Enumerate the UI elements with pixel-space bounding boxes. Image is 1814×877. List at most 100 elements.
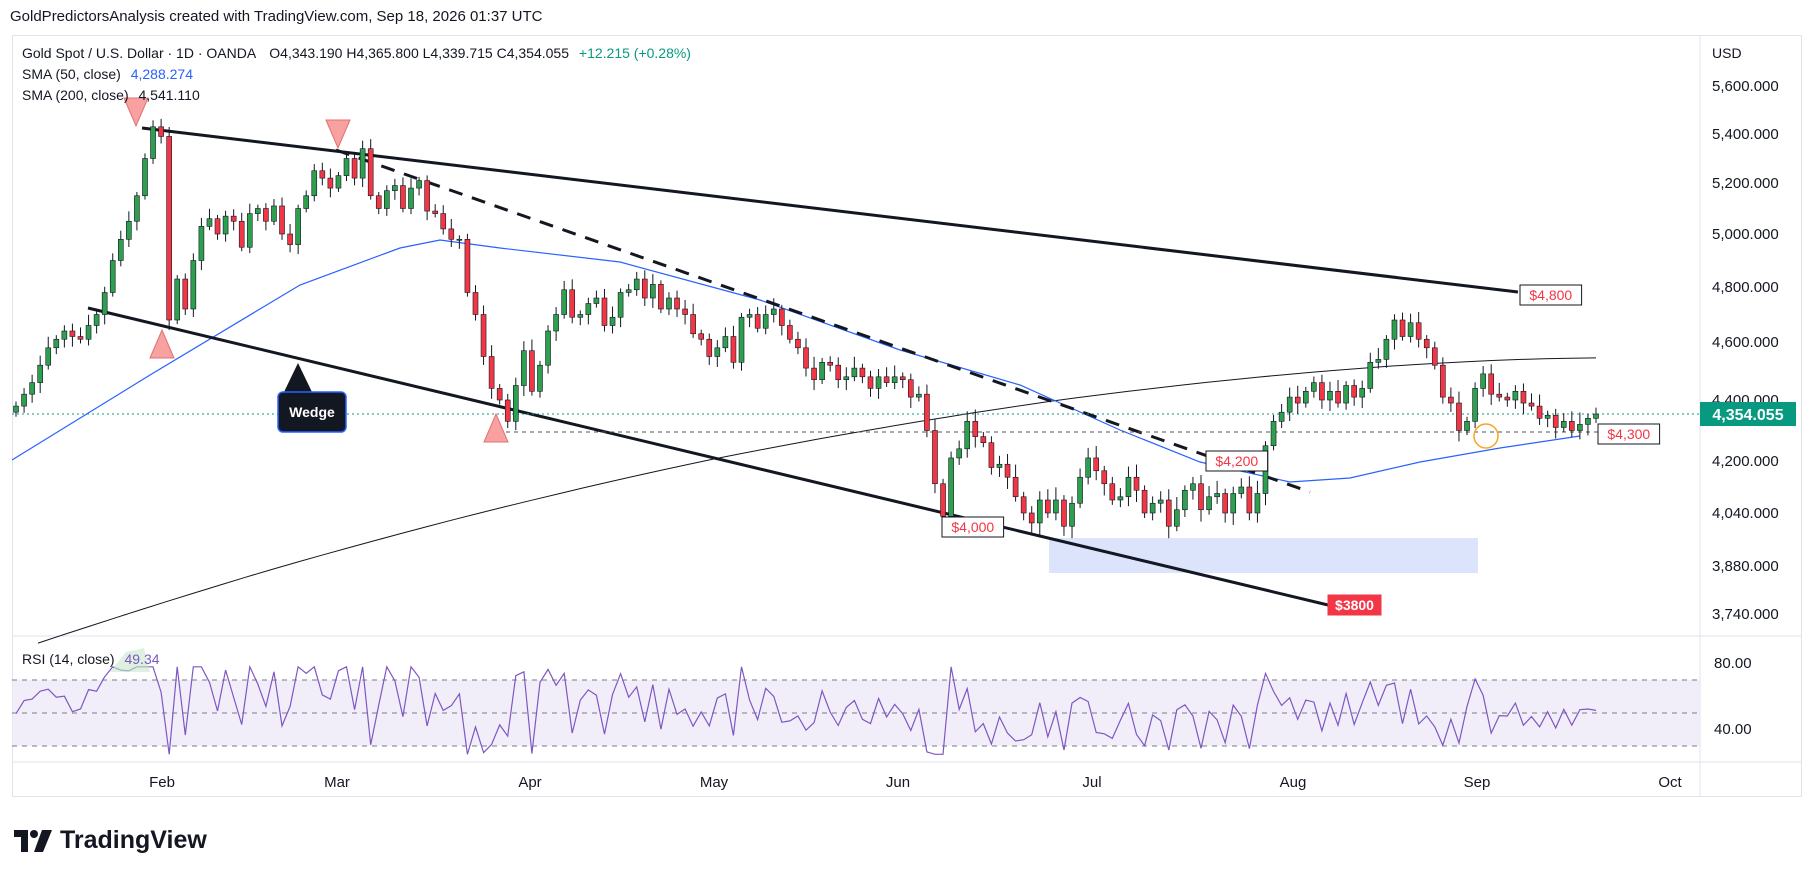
time-tick-label: Sep <box>1464 774 1491 791</box>
candle-body <box>972 421 979 437</box>
candle-body <box>271 205 277 222</box>
candle-body <box>1343 385 1349 404</box>
rsi-label: RSI (14, close) <box>22 651 115 667</box>
candle-body <box>287 233 293 245</box>
candle-body <box>1415 322 1422 340</box>
time-tick-label: Mar <box>324 774 350 791</box>
time-tick-label: Jun <box>886 774 910 791</box>
candle-body <box>158 126 164 137</box>
candle-body <box>593 297 600 304</box>
tradingview-logo[interactable]: TradingView <box>14 826 207 855</box>
candle-body <box>1472 388 1478 422</box>
candle-body <box>1077 476 1083 504</box>
candle-body <box>601 297 608 326</box>
candle-body <box>214 218 221 235</box>
annotation-3800 <box>1327 594 1382 616</box>
sma200-legend[interactable]: SMA (200, close) 4,541.110 <box>22 87 200 103</box>
candle-body <box>464 239 471 293</box>
candle-body <box>150 126 156 159</box>
candle-body <box>295 208 301 245</box>
candle-body <box>142 158 148 197</box>
candle-body <box>1157 499 1164 504</box>
sma50-label: SMA (50, close) <box>22 66 121 82</box>
candle-body <box>803 347 809 369</box>
candle-body <box>351 158 358 179</box>
trough-marker <box>149 328 175 359</box>
candle-body <box>770 308 777 315</box>
candle-body <box>1117 496 1124 501</box>
sma50-legend[interactable]: SMA (50, close) 4,288.274 <box>22 66 193 82</box>
candle-body <box>1246 486 1253 514</box>
price-tick-label: 4,200.000 <box>1712 453 1779 470</box>
candle-body <box>1174 509 1180 527</box>
candle-body <box>658 284 664 310</box>
dashed-trendline <box>335 148 1311 494</box>
candle-body <box>1101 470 1108 485</box>
candle-body <box>666 297 672 310</box>
trough-marker <box>483 412 509 443</box>
peak-marker <box>123 97 149 128</box>
candle-body <box>101 292 108 315</box>
candle-body <box>1182 489 1188 511</box>
candle-body <box>230 215 237 222</box>
wedge-callout-pointer <box>284 363 312 392</box>
tradingview-logo-icon <box>14 829 52 852</box>
candle-body <box>1004 463 1011 478</box>
sma200-value: 4,541.110 <box>138 87 200 103</box>
candle-body <box>279 205 285 235</box>
candle-body <box>980 436 987 444</box>
candle-body <box>730 336 737 363</box>
candle-body <box>367 148 374 197</box>
chart-attribution: GoldPredictorsAnalysis created with Trad… <box>10 8 543 25</box>
candle-body <box>1198 483 1204 511</box>
candle-body <box>1528 402 1535 407</box>
candle-body <box>1544 414 1551 419</box>
candle-body <box>1593 413 1599 419</box>
candle-body <box>1294 396 1301 404</box>
candle-body <box>1552 414 1559 428</box>
candle-body <box>585 303 592 315</box>
candle-body <box>1125 476 1132 498</box>
candle-body <box>1302 390 1309 404</box>
candle-body <box>1270 421 1277 447</box>
candle-body <box>891 376 898 383</box>
candle-body <box>1464 421 1470 431</box>
rsi-legend[interactable]: RSI (14, close) 49.34 <box>22 651 160 667</box>
currency-label[interactable]: USD <box>1712 45 1742 61</box>
candle-body <box>343 158 350 176</box>
candle-body <box>625 289 632 293</box>
candle-body <box>617 292 624 318</box>
candle-body <box>416 180 422 189</box>
price-tick-label: 5,600.000 <box>1712 78 1779 95</box>
candle-body <box>480 314 487 357</box>
candle-body <box>246 213 253 248</box>
candle-body <box>674 297 680 310</box>
candle-body <box>1327 390 1333 401</box>
candle-body <box>924 393 930 431</box>
candle-body <box>424 180 430 212</box>
candle-body <box>1141 489 1148 514</box>
candle-body <box>311 170 318 197</box>
candle-body <box>238 220 245 248</box>
candle-body <box>682 308 688 315</box>
symbol-legend[interactable]: Gold Spot / U.S. Dollar · 1D · OANDA O4,… <box>22 45 691 61</box>
candle-body <box>61 330 68 340</box>
candle-body <box>472 292 479 315</box>
support-zone <box>1049 538 1478 573</box>
price-tick-label: 4,800.000 <box>1712 279 1779 296</box>
time-tick-label: May <box>700 774 729 791</box>
candle-body <box>706 338 713 357</box>
candle-body <box>811 367 817 381</box>
candle-body <box>375 195 382 209</box>
candle-body <box>537 364 543 392</box>
candle-body <box>1012 476 1019 498</box>
candle-body <box>650 284 656 299</box>
rsi-overbought-highlight <box>110 648 150 672</box>
candle-body <box>738 316 745 363</box>
candle-body <box>996 463 1003 468</box>
candle-body <box>609 316 616 326</box>
rsi-tick-label: 80.00 <box>1714 655 1752 672</box>
candle-body <box>1536 405 1543 419</box>
candle-body <box>1254 493 1261 514</box>
